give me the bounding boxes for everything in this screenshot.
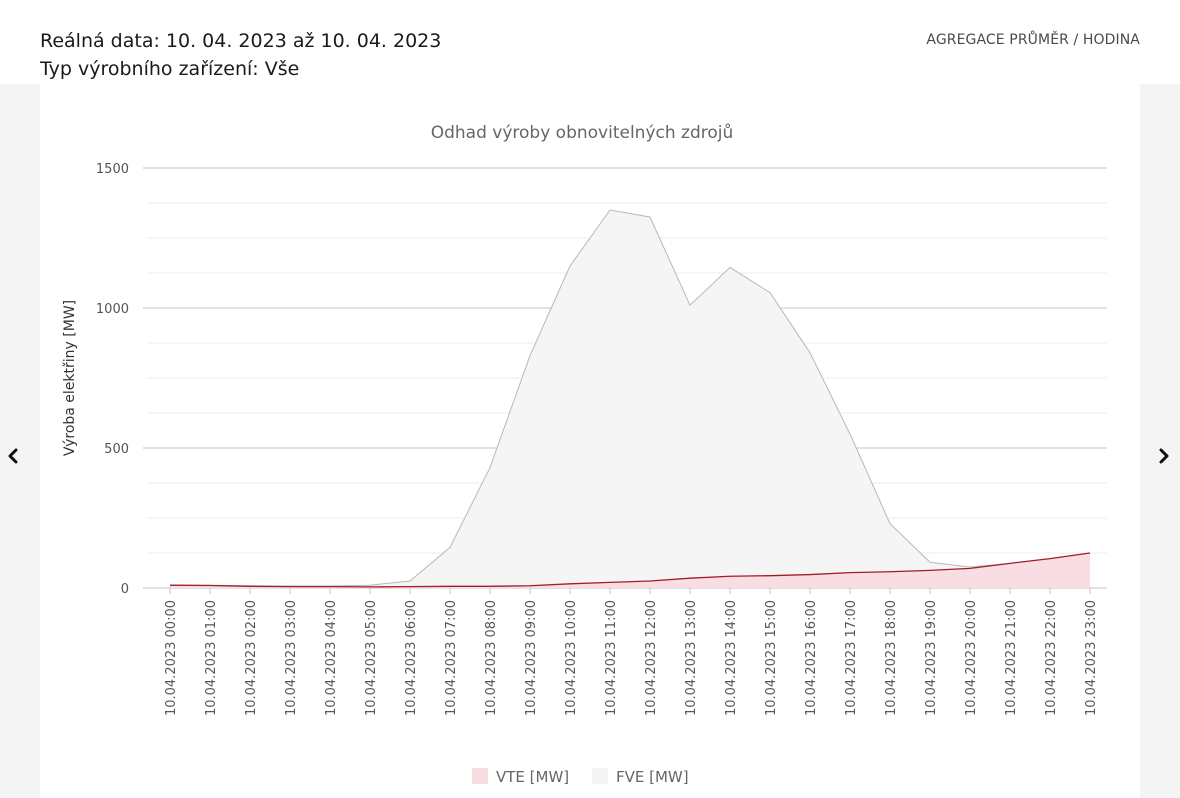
chevron-left-icon bbox=[8, 448, 18, 464]
aggregation-selector[interactable]: AGREGACE PRŮMĚR / HODINA bbox=[926, 32, 1140, 48]
x-tick-label: 10.04.2023 11:00 bbox=[604, 600, 619, 716]
x-tick-label: 10.04.2023 18:00 bbox=[884, 600, 899, 716]
chevron-right-icon bbox=[1159, 448, 1169, 464]
x-tick-label: 10.04.2023 23:00 bbox=[1084, 600, 1099, 716]
x-tick-label: 10.04.2023 13:00 bbox=[684, 600, 699, 716]
fve-legend-item[interactable]: FVE [MW] bbox=[592, 768, 689, 786]
y-tick-label: 1000 bbox=[96, 302, 129, 317]
vte-series-line bbox=[169, 552, 1091, 588]
x-tick-label: 10.04.2023 05:00 bbox=[364, 600, 379, 716]
x-tick-label: 10.04.2023 14:00 bbox=[724, 600, 739, 716]
x-tick-label: 10.04.2023 12:00 bbox=[644, 600, 659, 716]
x-tick-label: 10.04.2023 16:00 bbox=[804, 600, 819, 716]
vte-legend-label: VTE [MW] bbox=[496, 768, 569, 786]
fve-legend-swatch bbox=[592, 768, 608, 784]
x-tick-label: 10.04.2023 06:00 bbox=[404, 600, 419, 716]
vte-legend-swatch bbox=[472, 768, 488, 784]
y-tick-label: 0 bbox=[121, 582, 129, 597]
x-tick-label: 10.04.2023 22:00 bbox=[1044, 600, 1059, 716]
x-tick-label: 10.04.2023 09:00 bbox=[524, 600, 539, 716]
device-type-text: Typ výrobního zařízení: Vše bbox=[40, 58, 300, 80]
x-tick-label: 10.04.2023 03:00 bbox=[284, 600, 299, 716]
x-tick-label: 10.04.2023 17:00 bbox=[844, 600, 859, 716]
x-tick-label: 10.04.2023 19:00 bbox=[924, 600, 939, 716]
x-tick-label: 10.04.2023 01:00 bbox=[204, 600, 219, 716]
y-tick-label: 500 bbox=[104, 442, 129, 457]
x-tick-label: 10.04.2023 10:00 bbox=[564, 600, 579, 716]
next-chart-button[interactable] bbox=[1154, 446, 1174, 466]
x-tick-label: 10.04.2023 08:00 bbox=[484, 600, 499, 716]
y-axis-label: Výroba elektřiny [MW] bbox=[62, 300, 78, 456]
date-range-text: Reálná data: 10. 04. 2023 až 10. 04. 202… bbox=[40, 30, 442, 52]
fve-legend-label: FVE [MW] bbox=[616, 768, 689, 786]
fve-series-area bbox=[170, 210, 1090, 588]
chart-panel: Odhad výroby obnovitelných zdrojů 0 500 100… bbox=[40, 84, 1138, 798]
x-tick-label: 10.04.2023 21:00 bbox=[1004, 600, 1019, 716]
chart-title: Odhad výroby obnovitelných zdrojů bbox=[431, 123, 734, 143]
renewables-chart: Odhad výroby obnovitelných zdrojů 0 500 100… bbox=[62, 123, 1107, 786]
x-tick-label: 10.04.2023 04:00 bbox=[324, 600, 339, 716]
y-tick-label: 1500 bbox=[96, 162, 129, 177]
x-tick-label: 10.04.2023 07:00 bbox=[444, 600, 459, 716]
x-tick-label: 10.04.2023 00:00 bbox=[164, 600, 179, 716]
vte-series-area bbox=[170, 553, 1090, 588]
report-info: Reálná data: 10. 04. 2023 až 10. 04. 202… bbox=[40, 27, 441, 83]
x-tick-label: 10.04.2023 20:00 bbox=[964, 600, 979, 716]
x-tick-label: 10.04.2023 15:00 bbox=[764, 600, 779, 716]
right-side-band bbox=[1140, 84, 1180, 798]
previous-chart-button[interactable] bbox=[3, 446, 23, 466]
left-side-band bbox=[0, 84, 40, 798]
vte-legend-item[interactable]: VTE [MW] bbox=[472, 768, 569, 786]
x-tick-label: 10.04.2023 02:00 bbox=[244, 600, 259, 716]
